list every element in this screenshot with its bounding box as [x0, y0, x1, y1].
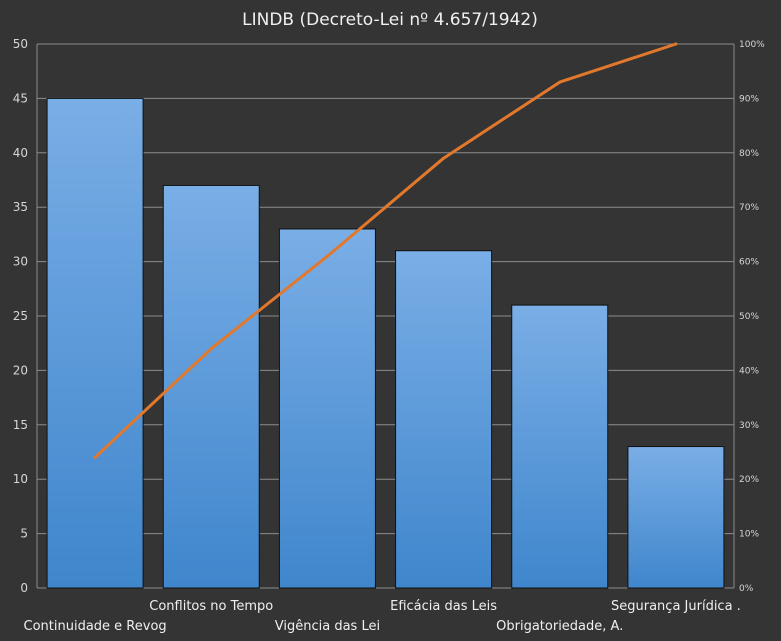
y-tick-label: 5	[20, 527, 28, 541]
bar	[46, 97, 144, 589]
category-label: Continuidade e Revog	[24, 619, 167, 634]
y2-tick-label: 70%	[739, 203, 759, 213]
y-tick-label: 10	[13, 472, 28, 486]
y-tick-label: 20	[13, 363, 28, 377]
category-label: Obrigatoriedade, A.	[496, 619, 623, 634]
cumulative-line	[93, 42, 678, 459]
line-point	[442, 156, 446, 160]
chart-title: LINDB (Decreto-Lei nº 4.657/1942)	[242, 10, 538, 30]
bar	[511, 304, 609, 589]
bar	[395, 250, 493, 589]
line-point	[93, 455, 97, 459]
y-tick-label: 25	[13, 309, 28, 323]
y2-tick-label: 50%	[739, 312, 759, 322]
category-label: Eficácia das Leis	[390, 599, 497, 614]
y-tick-label: 45	[13, 91, 28, 105]
line-point	[674, 42, 678, 46]
y2-tick-label: 100%	[739, 40, 765, 50]
y-tick-label: 0	[20, 581, 28, 595]
line-point	[209, 347, 213, 351]
y2-tick-label: 30%	[739, 421, 759, 431]
y2-tick-label: 60%	[739, 258, 759, 268]
right-axis: 0% 10% 20% 30% 40% 50% 60% 70% 80% 90% 100%	[739, 40, 765, 594]
y2-tick-label: 90%	[739, 94, 759, 104]
bars	[46, 97, 725, 589]
category-label: Vigência das Lei	[275, 619, 380, 634]
y2-tick-label: 40%	[739, 366, 759, 376]
bar	[162, 184, 260, 589]
line-point	[558, 80, 562, 84]
cumulative-line-path	[93, 42, 678, 459]
y2-tick-label: 80%	[739, 149, 759, 159]
category-axis: Continuidade e Revog Conflitos no TempoVi…	[24, 599, 741, 634]
category-label: Conflitos no Tempo	[149, 599, 273, 614]
y-tick-label: 40	[13, 146, 28, 160]
left-axis: 0 5 10 15 20 25 30 35 40 45 50	[13, 37, 28, 595]
y-tick-label: 50	[13, 37, 28, 51]
y2-tick-label: 10%	[739, 530, 759, 540]
bar	[278, 228, 376, 589]
line-point	[325, 254, 329, 258]
gridlines	[36, 43, 735, 589]
y2-tick-label: 20%	[739, 475, 759, 485]
y-tick-label: 15	[13, 418, 28, 432]
category-label: Segurança Jurídica .	[611, 599, 741, 614]
y-tick-label: 30	[13, 255, 28, 269]
y-tick-label: 35	[13, 200, 28, 214]
y2-tick-label: 0%	[739, 584, 754, 594]
bar	[627, 446, 725, 589]
